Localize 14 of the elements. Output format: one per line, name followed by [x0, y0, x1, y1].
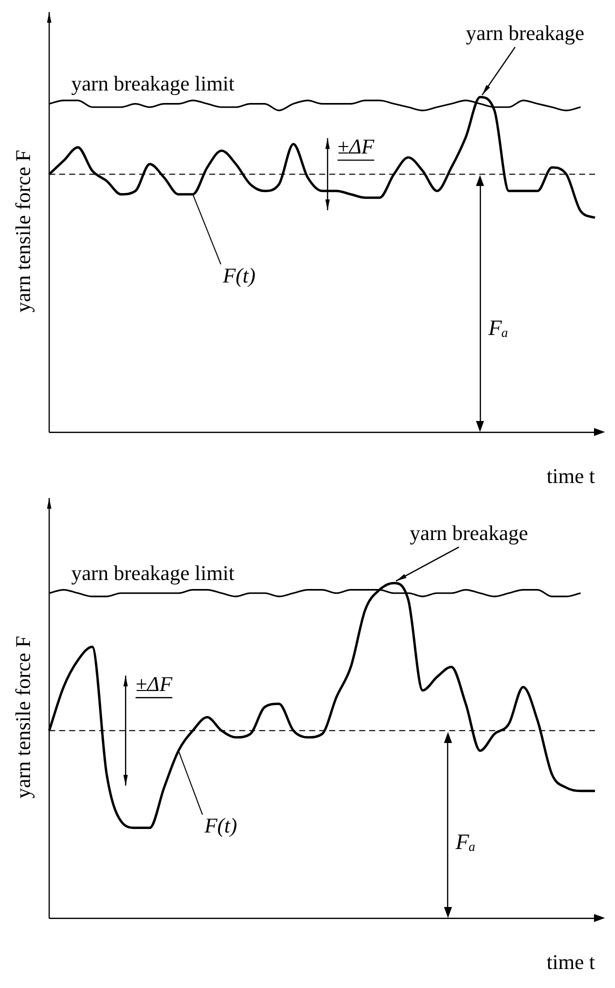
- annotation: Fₐ: [487, 314, 508, 340]
- text: yarn breakage: [466, 21, 584, 46]
- annotation: ±ΔF: [338, 134, 374, 159]
- annotation: Fₐ: [454, 829, 476, 854]
- x-axis-title: time t: [546, 950, 596, 974]
- text: F(t): [222, 263, 256, 288]
- text: yarn breakage: [410, 521, 528, 546]
- text: F(t): [203, 814, 238, 838]
- series-label: yarn breakage limit: [71, 71, 235, 96]
- annotation: ±ΔF: [136, 672, 172, 696]
- x-axis-title: time t: [546, 464, 596, 488]
- y-axis-title: yarn tensile force F: [11, 150, 36, 313]
- y-axis-title: yarn tensile force F: [11, 636, 36, 799]
- series-label: yarn breakage limit: [71, 560, 235, 585]
